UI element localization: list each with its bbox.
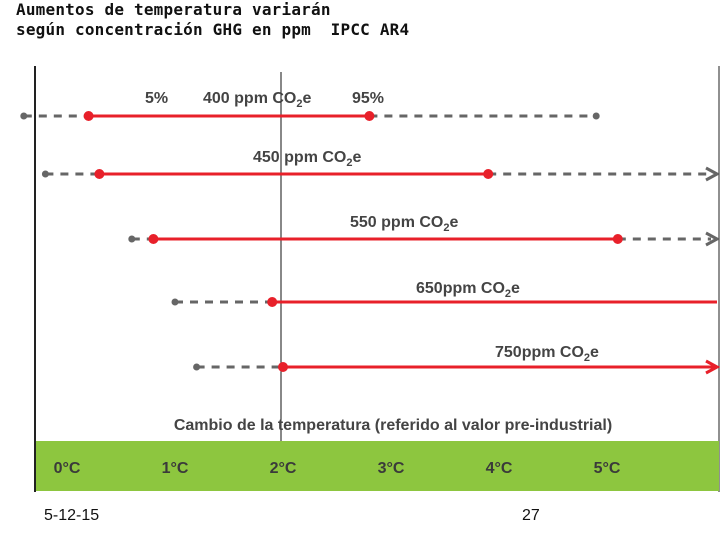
scenario-label: 450 ppm CO2e bbox=[253, 149, 361, 169]
axis-tick-label: 5°C bbox=[594, 460, 621, 477]
scenario-row bbox=[20, 111, 600, 121]
extended-range-left-end bbox=[171, 298, 179, 306]
scenario-label-suffix: e bbox=[511, 280, 520, 297]
percentile-high-label: 95% bbox=[352, 90, 384, 107]
slide-date: 5-12-15 bbox=[44, 507, 100, 524]
scenario-rows bbox=[20, 111, 720, 375]
slide-page-number: 27 bbox=[522, 507, 540, 524]
likely-range-arrowhead bbox=[705, 359, 720, 375]
scenario-label-subscript: 2 bbox=[584, 352, 590, 364]
scenario-label-suffix: e bbox=[352, 149, 361, 166]
scenario-label: 650ppm CO2e bbox=[416, 280, 520, 300]
scenario-row bbox=[171, 297, 717, 307]
extended-range-left-end bbox=[20, 112, 28, 120]
scenario-label-suffix: e bbox=[590, 344, 599, 361]
scenario-label-suffix: e bbox=[302, 90, 311, 107]
slide-title: Aumentos de temperatura variarán según c… bbox=[16, 0, 409, 40]
axis-title: Cambio de la temperatura (referido al va… bbox=[174, 417, 612, 434]
scenario-row bbox=[128, 231, 720, 247]
extended-range-arrowhead bbox=[705, 166, 720, 182]
likely-range-end-dot bbox=[483, 169, 494, 179]
scenario-label-text: 750ppm CO bbox=[495, 344, 584, 361]
extended-range-left-end bbox=[41, 170, 49, 178]
extended-range-left-end bbox=[128, 235, 136, 243]
scenario-label-text: 450 ppm CO bbox=[253, 149, 346, 166]
axis-tick-label: 1°C bbox=[162, 460, 189, 477]
scenario-label-subscript: 2 bbox=[505, 288, 511, 300]
axis-tick-label: 3°C bbox=[378, 460, 405, 477]
scenario-label: 400 ppm CO2e bbox=[203, 90, 311, 110]
likely-range-start-dot bbox=[278, 362, 288, 372]
scenario-label: 750ppm CO2e bbox=[495, 344, 599, 364]
likely-range-end-dot bbox=[612, 234, 623, 244]
likely-range-start-dot bbox=[267, 297, 278, 307]
scenario-label-subscript: 2 bbox=[296, 98, 302, 110]
slide-title-line-1: Aumentos de temperatura variarán bbox=[16, 0, 331, 19]
scenario-label-subscript: 2 bbox=[443, 222, 449, 234]
likely-range-start-dot bbox=[83, 111, 94, 121]
diagram-frame bbox=[34, 66, 720, 492]
likely-range-end-dot bbox=[364, 111, 375, 121]
percentile-low-label: 5% bbox=[145, 90, 168, 107]
slide-title-line-2: según concentración GHG en ppm IPCC AR4 bbox=[16, 20, 410, 39]
scenario-row bbox=[41, 166, 720, 182]
axis-tick-label: 4°C bbox=[486, 460, 513, 477]
scenario-row bbox=[193, 359, 720, 375]
likely-range-start-dot bbox=[148, 234, 159, 244]
axis-band-fill bbox=[36, 441, 719, 491]
scenario-label: 550 ppm CO2e bbox=[350, 214, 458, 234]
scenario-label-subscript: 2 bbox=[346, 157, 352, 169]
axis-tick-label: 2°C bbox=[270, 460, 297, 477]
scenario-label-suffix: e bbox=[449, 214, 458, 231]
scenario-label-text: 650ppm CO bbox=[416, 280, 505, 297]
scenario-label-text: 550 ppm CO bbox=[350, 214, 443, 231]
extended-range-left-end bbox=[193, 363, 201, 371]
axis-tick-label: 0°C bbox=[54, 460, 81, 477]
extended-range-right-end bbox=[592, 112, 600, 120]
scenario-label-text: 400 ppm CO bbox=[203, 90, 296, 107]
temperature-axis-band: 0°C 1°C 2°C 3°C 4°C 5°C Cambio de la temperatu… bbox=[36, 417, 719, 491]
likely-range-start-dot bbox=[94, 169, 105, 179]
extended-range-arrowhead bbox=[705, 231, 720, 247]
